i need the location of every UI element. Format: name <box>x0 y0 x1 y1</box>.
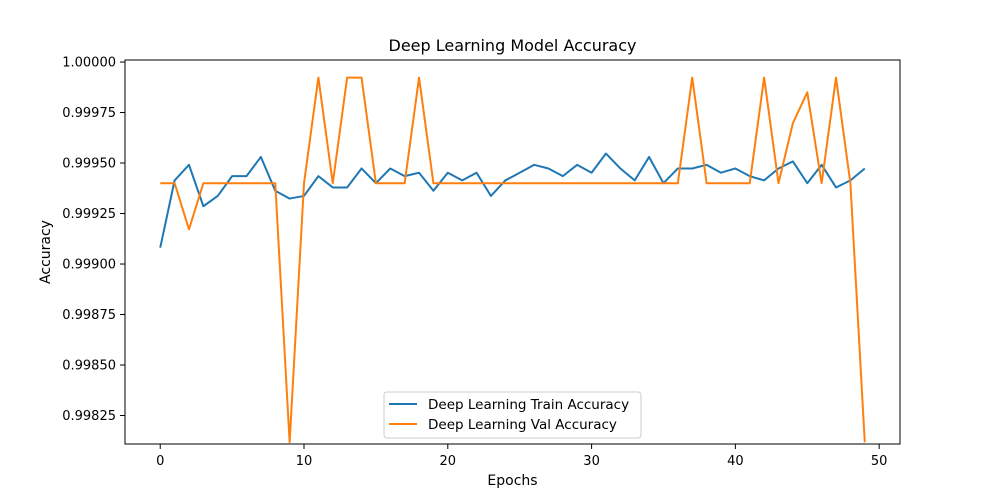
series-line-train-accuracy <box>159 152 866 248</box>
y-axis-label: Accuracy <box>38 220 54 284</box>
series-line-val-accuracy <box>160 76 866 444</box>
x-tick-label: 40 <box>727 454 744 469</box>
x-tick-label: 10 <box>296 454 313 469</box>
y-tick-label: 0.99850 <box>62 359 116 374</box>
y-tick-label: 0.99925 <box>62 207 116 222</box>
y-tick-label: 0.99975 <box>62 106 116 121</box>
legend-label-train: Deep Learning Train Accuracy <box>428 397 629 413</box>
x-axis-ticks: 0 10 20 30 40 50 <box>156 444 887 469</box>
chart-title: Deep Learning Model Accuracy <box>389 36 637 55</box>
y-tick-label: 0.99825 <box>62 409 116 424</box>
legend-label-val: Deep Learning Val Accuracy <box>428 417 617 433</box>
y-tick-label: 0.99950 <box>62 157 116 172</box>
legend: Deep Learning Train Accuracy Deep Learni… <box>383 391 642 439</box>
plot-area-frame <box>124 59 901 445</box>
y-tick-label: 0.99875 <box>62 308 116 323</box>
y-tick-label: 1.00000 <box>62 56 116 71</box>
plot-lines <box>159 76 866 444</box>
x-tick-label: 0 <box>156 454 164 469</box>
x-tick-label: 50 <box>871 454 888 469</box>
y-tick-label: 0.99900 <box>62 258 116 273</box>
x-tick-label: 30 <box>583 454 600 469</box>
x-tick-label: 20 <box>440 454 457 469</box>
legend-box <box>383 391 642 439</box>
y-axis-ticks: 0.99825 0.99850 0.99875 0.99900 0.99925 0.999… <box>62 56 125 424</box>
x-axis-label: Epochs <box>487 473 537 489</box>
